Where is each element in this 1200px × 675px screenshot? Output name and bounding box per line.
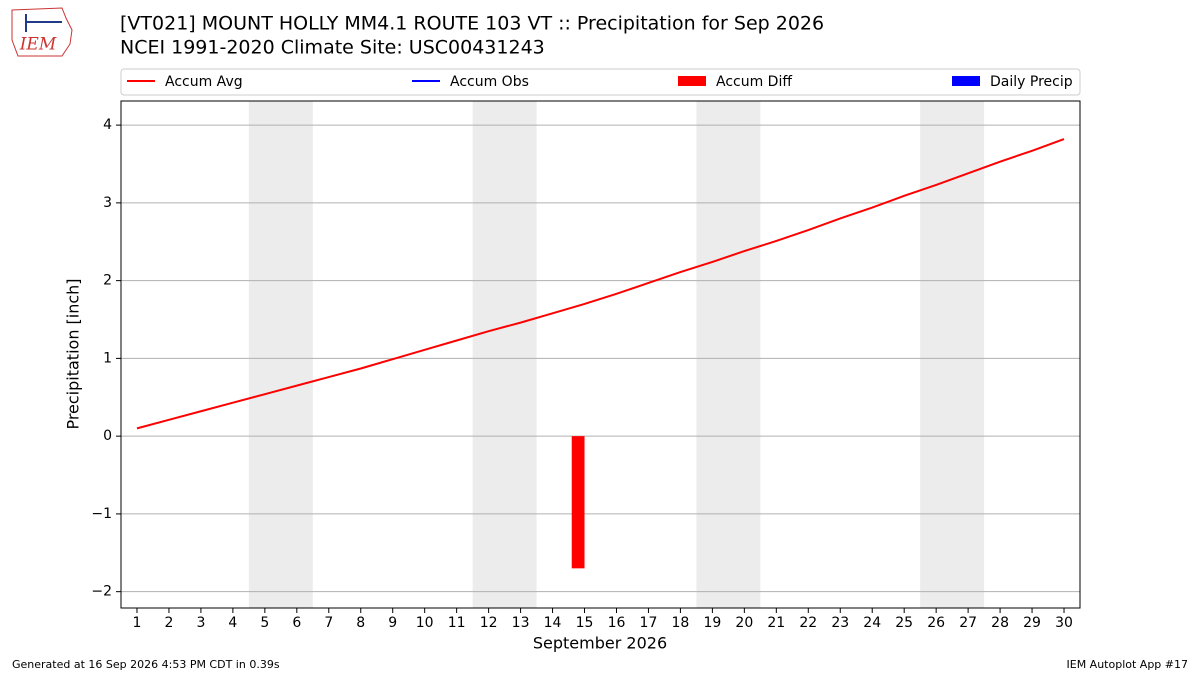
x-tick-label: 9 <box>388 615 397 631</box>
y-tick-label: 0 <box>103 428 112 444</box>
x-tick-label: 12 <box>480 615 498 631</box>
x-tick-label: 18 <box>672 615 690 631</box>
legend-label: Daily Precip <box>990 74 1073 90</box>
y-axis-label: Precipitation [inch] <box>64 278 83 429</box>
x-tick-label: 29 <box>1023 615 1041 631</box>
bar <box>571 436 585 569</box>
weekend-shade <box>472 101 537 608</box>
x-tick-label: 3 <box>196 615 205 631</box>
legend-swatch <box>952 76 980 86</box>
x-tick-label: 13 <box>512 615 530 631</box>
x-tick-label: 4 <box>228 615 237 631</box>
chart-title: [VT021] MOUNT HOLLY MM4.1 ROUTE 103 VT :… <box>120 13 824 35</box>
x-tick-label: 30 <box>1055 615 1073 631</box>
x-tick-label: 11 <box>448 615 466 631</box>
x-tick-label: 7 <box>324 615 333 631</box>
x-tick-label: 16 <box>608 615 626 631</box>
x-tick-label: 25 <box>895 615 913 631</box>
x-tick-label: 5 <box>260 615 269 631</box>
logo: IEM <box>11 7 73 57</box>
x-tick-label: 24 <box>863 615 881 631</box>
x-tick-label: 10 <box>416 615 434 631</box>
x-tick-label: 17 <box>640 615 658 631</box>
x-tick-label: 20 <box>735 615 753 631</box>
logo-text: IEM <box>19 35 57 55</box>
x-tick-label: 22 <box>799 615 817 631</box>
x-axis-label: September 2026 <box>533 634 667 653</box>
x-tick-label: 27 <box>959 615 977 631</box>
weekend-shade <box>248 101 313 608</box>
x-tick-label: 28 <box>991 615 1009 631</box>
weekend-shade <box>920 101 985 608</box>
y-tick-label: 4 <box>103 117 112 133</box>
y-tick-label: −2 <box>91 584 112 600</box>
legend-label: Accum Obs <box>450 74 529 90</box>
y-tick-label: −1 <box>91 506 112 522</box>
x-tick-label: 23 <box>831 615 849 631</box>
plot-frame <box>120 100 1081 609</box>
x-tick-label: 21 <box>767 615 785 631</box>
footer-right: IEM Autoplot App #17 <box>1067 658 1189 671</box>
line <box>136 138 1065 430</box>
x-tick-label: 15 <box>576 615 594 631</box>
x-tick-label: 14 <box>544 615 562 631</box>
footer-left: Generated at 16 Sep 2026 4:53 PM CDT in … <box>12 658 280 671</box>
x-tick-label: 2 <box>164 615 173 631</box>
legend-label: Accum Avg <box>165 74 243 90</box>
legend-label: Accum Diff <box>716 74 792 90</box>
x-tick-label: 26 <box>927 615 945 631</box>
y-tick-label: 2 <box>103 273 112 289</box>
x-tick-label: 6 <box>292 615 301 631</box>
x-tick-label: 8 <box>356 615 365 631</box>
x-tick-label: 19 <box>703 615 721 631</box>
chart-subtitle: NCEI 1991-2020 Climate Site: USC00431243 <box>120 37 545 59</box>
y-tick-label: 1 <box>103 350 112 366</box>
y-tick-label: 3 <box>103 195 112 211</box>
x-tick-label: 1 <box>133 615 142 631</box>
weekend-shade <box>696 101 761 608</box>
legend-swatch <box>678 76 706 86</box>
legend-box <box>120 68 1081 96</box>
